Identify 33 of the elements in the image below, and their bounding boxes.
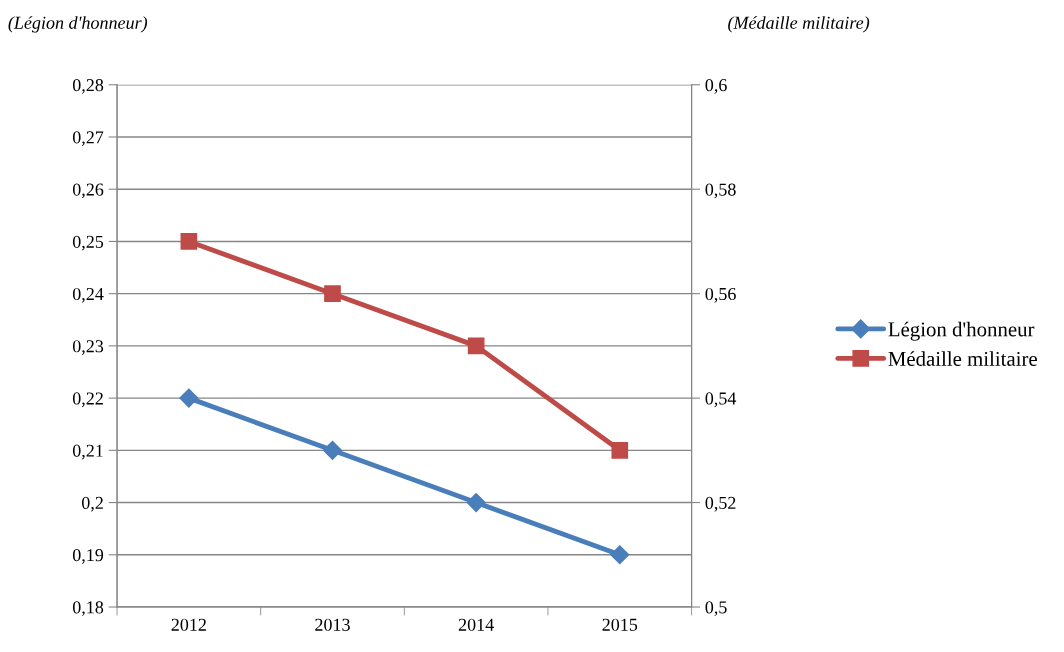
x-tick-label: 2012 [171, 618, 206, 631]
point [324, 285, 341, 302]
y2-tick-label: 0,5 [705, 601, 727, 617]
point [180, 233, 198, 250]
y2-tick-label: 0,6 [705, 79, 727, 94]
x-tick-label: 2014 [458, 618, 494, 631]
point [466, 493, 486, 513]
y-tick-label: 0,21 [72, 444, 103, 460]
point [179, 388, 199, 408]
point [610, 545, 630, 565]
point [467, 337, 485, 355]
legend-label: Légion d'honneur [888, 321, 1035, 341]
y2-tick-label: 0,56 [705, 287, 736, 303]
y2-tick-label: 0,52 [705, 496, 736, 512]
y-tick-label: 0,19 [72, 549, 104, 564]
y2-tick-label: 0,58 [705, 183, 736, 199]
y-tick-label: 0,28 [72, 79, 104, 94]
legend-label: Médaille militaire [888, 351, 1037, 366]
point [322, 440, 343, 460]
y-tick-label: 0,25 [72, 235, 104, 251]
y-tick-label: 0,27 [72, 131, 104, 147]
y-tick-label: 0,22 [72, 392, 103, 408]
y-tick-label: 0,18 [72, 601, 104, 617]
y-tick-label: 0,23 [72, 340, 104, 355]
y-tick-label: 0,24 [72, 287, 104, 303]
y-tick-label: 0,26 [72, 183, 104, 199]
x-tick-label: 2015 [602, 618, 638, 631]
x-tick-label: 2013 [315, 618, 350, 631]
y-axis-title: (Légion d'honneur) [8, 16, 148, 33]
point [611, 442, 629, 459]
y-tick-label: 0,2 [81, 496, 103, 512]
y2-axis-title: (Médaille militaire) [728, 16, 870, 33]
y2-tick-label: 0,54 [705, 392, 737, 408]
